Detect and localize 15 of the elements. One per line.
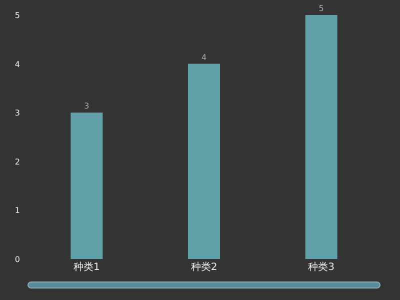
y-tick-label: 5 [14, 11, 20, 20]
data-label: 3 [84, 102, 90, 111]
x-tick-label: 种类3 [308, 261, 335, 273]
bar [70, 112, 103, 259]
x-tick-label: 种类2 [190, 261, 218, 273]
y-tick-label: 4 [14, 60, 20, 69]
y-tick-label: 0 [14, 255, 20, 264]
y-tick-label: 3 [14, 108, 20, 118]
bar [305, 15, 338, 259]
y-tick-label: 1 [14, 206, 20, 216]
y-tick-label: 2 [14, 157, 20, 166]
data-label: 5 [318, 4, 324, 13]
x-tick-label: 种类1 [73, 261, 100, 273]
bar [188, 64, 220, 259]
data-label: 4 [201, 52, 207, 62]
